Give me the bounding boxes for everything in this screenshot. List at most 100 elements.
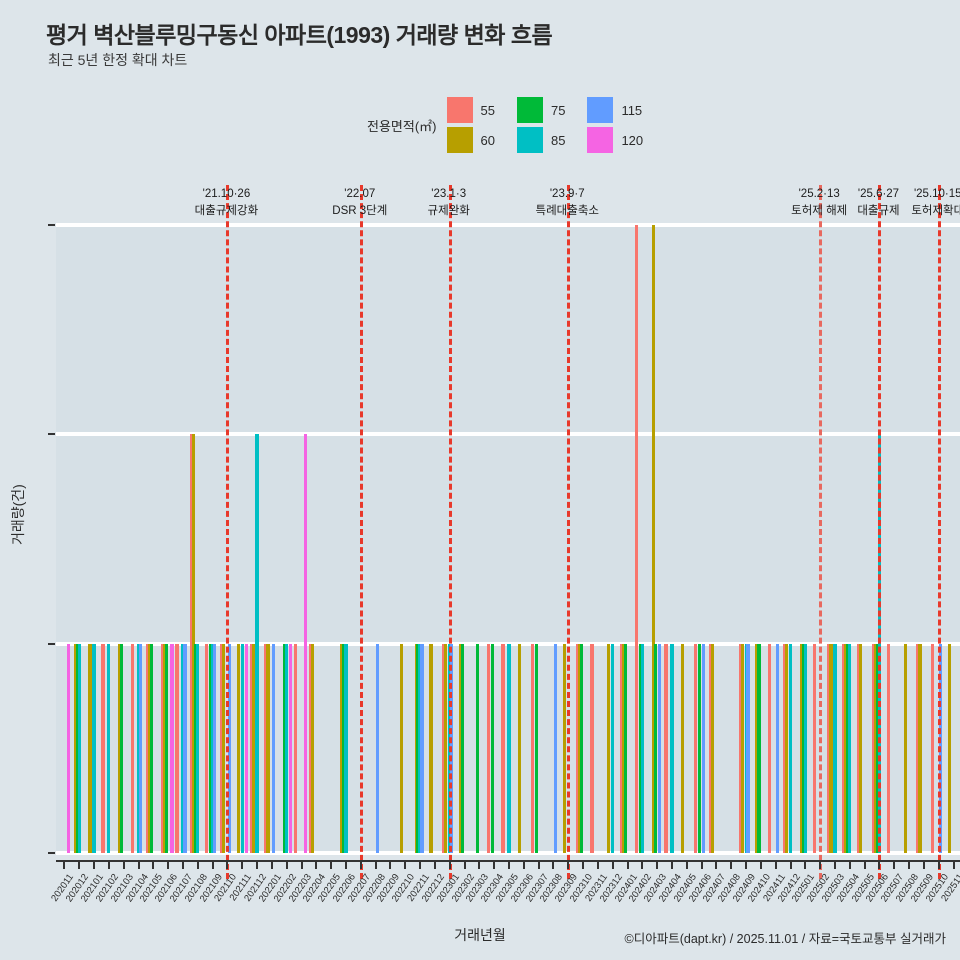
legend-item-115[interactable]: 115 xyxy=(587,97,643,123)
bar[interactable] xyxy=(420,643,424,853)
bar[interactable] xyxy=(857,643,861,853)
bar[interactable] xyxy=(611,643,615,853)
bar[interactable] xyxy=(670,643,674,853)
bar[interactable] xyxy=(444,643,448,853)
bar[interactable] xyxy=(442,643,446,853)
bar[interactable] xyxy=(149,643,153,853)
bar[interactable] xyxy=(768,643,772,853)
bar[interactable] xyxy=(458,643,463,853)
bar[interactable] xyxy=(812,643,816,853)
bar[interactable] xyxy=(657,643,661,853)
bar[interactable] xyxy=(562,643,566,853)
bar[interactable] xyxy=(848,643,852,853)
legend-item-120[interactable]: 120 xyxy=(587,127,643,153)
bar[interactable] xyxy=(210,643,215,853)
bar[interactable] xyxy=(136,643,141,853)
bar[interactable] xyxy=(88,643,92,853)
legend-item-85[interactable]: 85 xyxy=(516,127,565,153)
bar[interactable] xyxy=(66,643,70,853)
bar[interactable] xyxy=(738,643,742,853)
bar[interactable] xyxy=(418,643,422,853)
bar[interactable] xyxy=(77,643,81,853)
bar[interactable] xyxy=(342,643,346,853)
bar[interactable] xyxy=(903,643,907,853)
bar[interactable] xyxy=(289,643,293,853)
bar[interactable] xyxy=(916,643,920,853)
bar[interactable] xyxy=(620,643,624,853)
bar[interactable] xyxy=(255,434,259,853)
bar[interactable] xyxy=(475,643,479,853)
bar[interactable] xyxy=(710,643,715,853)
bar[interactable] xyxy=(579,643,583,853)
bar[interactable] xyxy=(272,643,276,853)
bar[interactable] xyxy=(757,643,761,853)
bar[interactable] xyxy=(130,643,135,853)
bar[interactable] xyxy=(107,643,111,853)
bar[interactable] xyxy=(293,643,298,853)
bar[interactable] xyxy=(918,643,922,853)
bar[interactable] xyxy=(264,643,268,853)
bar[interactable] xyxy=(829,643,833,853)
bar[interactable] xyxy=(607,643,611,853)
bar[interactable] xyxy=(948,643,952,853)
bar[interactable] xyxy=(844,643,848,853)
bar[interactable] xyxy=(702,643,706,853)
bar[interactable] xyxy=(160,643,164,853)
bar[interactable] xyxy=(221,643,226,853)
bar[interactable] xyxy=(785,643,789,853)
bar[interactable] xyxy=(310,643,314,853)
bar[interactable] xyxy=(429,643,433,853)
bar[interactable] xyxy=(664,643,668,853)
bar[interactable] xyxy=(164,643,168,853)
bar[interactable] xyxy=(183,643,187,853)
bar[interactable] xyxy=(931,643,935,853)
bar[interactable] xyxy=(416,643,420,853)
bar[interactable] xyxy=(192,434,196,853)
bar[interactable] xyxy=(490,643,494,853)
bar[interactable] xyxy=(746,643,750,853)
bar[interactable] xyxy=(92,643,96,853)
bar[interactable] xyxy=(162,643,166,853)
bar[interactable] xyxy=(147,643,151,853)
bar[interactable] xyxy=(118,643,122,853)
bar[interactable] xyxy=(486,643,490,853)
bar[interactable] xyxy=(175,643,179,853)
bar[interactable] xyxy=(308,643,312,853)
bar[interactable] xyxy=(209,643,213,853)
bar[interactable] xyxy=(120,643,124,853)
bar[interactable] xyxy=(414,643,418,853)
bar[interactable] xyxy=(783,643,787,853)
bar[interactable] xyxy=(875,643,880,853)
bar[interactable] xyxy=(303,434,308,853)
bar[interactable] xyxy=(799,643,804,853)
legend-item-60[interactable]: 60 xyxy=(446,127,495,153)
bar[interactable] xyxy=(460,643,465,853)
bar[interactable] xyxy=(842,643,846,853)
bar[interactable] xyxy=(803,643,807,853)
bar[interactable] xyxy=(698,643,702,853)
bar[interactable] xyxy=(170,643,174,853)
bar[interactable] xyxy=(577,643,581,853)
bar[interactable] xyxy=(653,643,657,853)
bar[interactable] xyxy=(75,643,79,853)
bar[interactable] xyxy=(501,643,505,853)
bar[interactable] xyxy=(212,643,217,853)
bar[interactable] xyxy=(507,643,511,853)
bar[interactable] xyxy=(788,643,793,853)
bar[interactable] xyxy=(638,643,642,853)
bar[interactable] xyxy=(740,643,744,853)
bar[interactable] xyxy=(190,434,194,853)
legend-item-55[interactable]: 55 xyxy=(446,97,495,123)
bar[interactable] xyxy=(886,643,890,853)
bar[interactable] xyxy=(375,643,380,853)
bar[interactable] xyxy=(399,643,403,853)
bar[interactable] xyxy=(240,643,244,853)
bar[interactable] xyxy=(590,643,594,853)
bar[interactable] xyxy=(640,643,644,853)
bar[interactable] xyxy=(101,643,105,853)
bar[interactable] xyxy=(236,643,240,853)
bar[interactable] xyxy=(681,643,685,853)
bar[interactable] xyxy=(138,643,143,853)
bar[interactable] xyxy=(744,643,748,853)
bar[interactable] xyxy=(344,643,348,853)
